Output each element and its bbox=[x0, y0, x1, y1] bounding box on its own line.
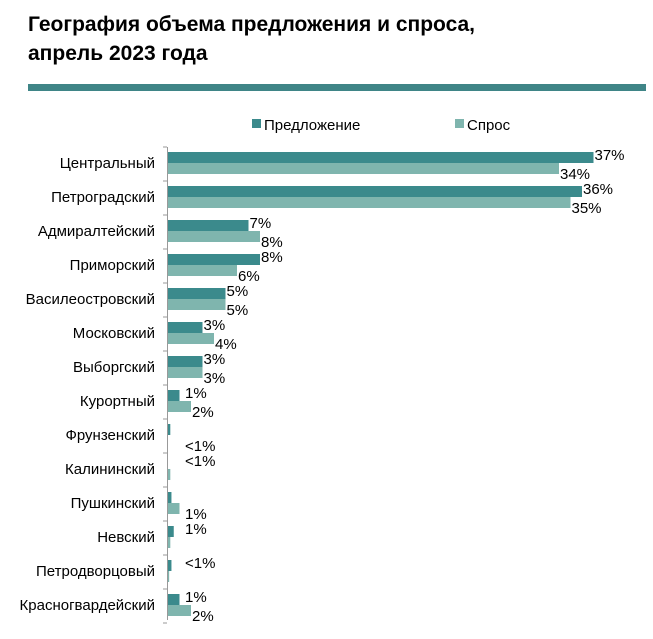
category-label-калининский: Калининский bbox=[65, 461, 155, 478]
data-label-demand-курортный: 2% bbox=[192, 404, 214, 421]
bar-supply-пушкинский bbox=[168, 492, 172, 503]
data-label-demand-петроградский: 35% bbox=[572, 200, 602, 217]
category-label-выборгский: Выборгский bbox=[73, 359, 155, 376]
category-label-петроградский: Петроградский bbox=[51, 189, 155, 206]
bar-supply-василеостровский bbox=[168, 288, 226, 299]
data-label-supply-красногвардейский: 1% bbox=[185, 589, 207, 606]
category-label-василеостровский: Василеостровский bbox=[26, 291, 155, 308]
bar-supply-приморский bbox=[168, 254, 260, 265]
bar-demand-адмиралтейский bbox=[168, 231, 260, 242]
category-label-центральный: Центральный bbox=[60, 155, 155, 172]
category-label-невский: Невский bbox=[97, 529, 155, 546]
data-label-supply-адмиралтейский: 7% bbox=[250, 215, 272, 232]
category-label-петродворцовый: Петродворцовый bbox=[36, 563, 155, 580]
data-label-demand-красногвардейский: 2% bbox=[192, 608, 214, 625]
category-label-приморский: Приморский bbox=[70, 257, 155, 274]
bar-demand-курортный bbox=[168, 401, 191, 412]
title-line-2: апрель 2023 года bbox=[28, 42, 208, 65]
category-label-адмиралтейский: Адмиралтейский bbox=[38, 223, 155, 240]
bar-supply-выборгский bbox=[168, 356, 203, 367]
data-label-demand-центральный: 34% bbox=[560, 166, 590, 183]
title-divider bbox=[28, 84, 646, 91]
data-label-supply-московский: 3% bbox=[204, 317, 226, 334]
chart-title: География объема предложения и спроса, а… bbox=[28, 10, 475, 68]
bar-demand-красногвардейский bbox=[168, 605, 191, 616]
data-label-supply-центральный: 37% bbox=[595, 147, 625, 164]
category-label-пушкинский: Пушкинский bbox=[71, 495, 155, 512]
data-label-demand-василеостровский: 5% bbox=[227, 302, 249, 319]
bar-demand-петродворцовый bbox=[168, 571, 170, 582]
bar-demand-центральный bbox=[168, 163, 559, 174]
data-label-supply-выборгский: 3% bbox=[204, 351, 226, 368]
category-label-красногвардейский: Красногвардейский bbox=[20, 597, 155, 614]
bar-demand-невский bbox=[168, 537, 171, 548]
data-label-demand-московский: 4% bbox=[215, 336, 237, 353]
bar-demand-калининский bbox=[168, 469, 171, 480]
bar-supply-адмиралтейский bbox=[168, 220, 249, 231]
bar-supply-курортный bbox=[168, 390, 180, 401]
bar-supply-петроградский bbox=[168, 186, 582, 197]
data-label-demand-выборгский: 3% bbox=[204, 370, 226, 387]
bar-demand-московский bbox=[168, 333, 214, 344]
category-label-курортный: Курортный bbox=[80, 393, 155, 410]
data-label-supply-невский: 1% bbox=[185, 521, 207, 538]
legend-swatch-demand bbox=[455, 119, 464, 128]
legend-label-supply: Предложение bbox=[264, 117, 360, 134]
data-label-demand-приморский: 6% bbox=[238, 268, 260, 285]
data-label-demand-пушкинский: 1% bbox=[185, 506, 207, 523]
bar-supply-московский bbox=[168, 322, 203, 333]
bar-supply-фрунзенский bbox=[168, 424, 171, 435]
category-label-фрунзенский: Фрунзенский bbox=[65, 427, 155, 444]
bar-demand-василеостровский bbox=[168, 299, 226, 310]
bar-demand-выборгский bbox=[168, 367, 203, 378]
title-line-1: География объема предложения и спроса, bbox=[28, 13, 476, 36]
bar-demand-петроградский bbox=[168, 197, 571, 208]
bar-demand-приморский bbox=[168, 265, 237, 276]
bar-supply-центральный bbox=[168, 152, 594, 163]
legend-label-demand: Спрос bbox=[467, 117, 511, 134]
data-label-supply-калининский: <1% bbox=[185, 453, 215, 470]
bar-supply-невский bbox=[168, 526, 174, 537]
data-label-demand-адмиралтейский: 8% bbox=[261, 234, 283, 251]
data-label-demand-фрунзенский: <1% bbox=[185, 438, 215, 455]
bar-supply-петродворцовый bbox=[168, 560, 172, 571]
data-label-supply-приморский: 8% bbox=[261, 249, 283, 266]
bar-supply-красногвардейский bbox=[168, 594, 180, 605]
data-label-supply-петроградский: 36% bbox=[583, 181, 613, 198]
bar-demand-пушкинский bbox=[168, 503, 180, 514]
category-label-московский: Московский bbox=[73, 325, 155, 342]
data-label-supply-василеостровский: 5% bbox=[227, 283, 249, 300]
legend-swatch-supply bbox=[252, 119, 261, 128]
data-label-supply-курортный: 1% bbox=[185, 385, 207, 402]
data-label-supply-петродворцовый: <1% bbox=[185, 555, 215, 572]
